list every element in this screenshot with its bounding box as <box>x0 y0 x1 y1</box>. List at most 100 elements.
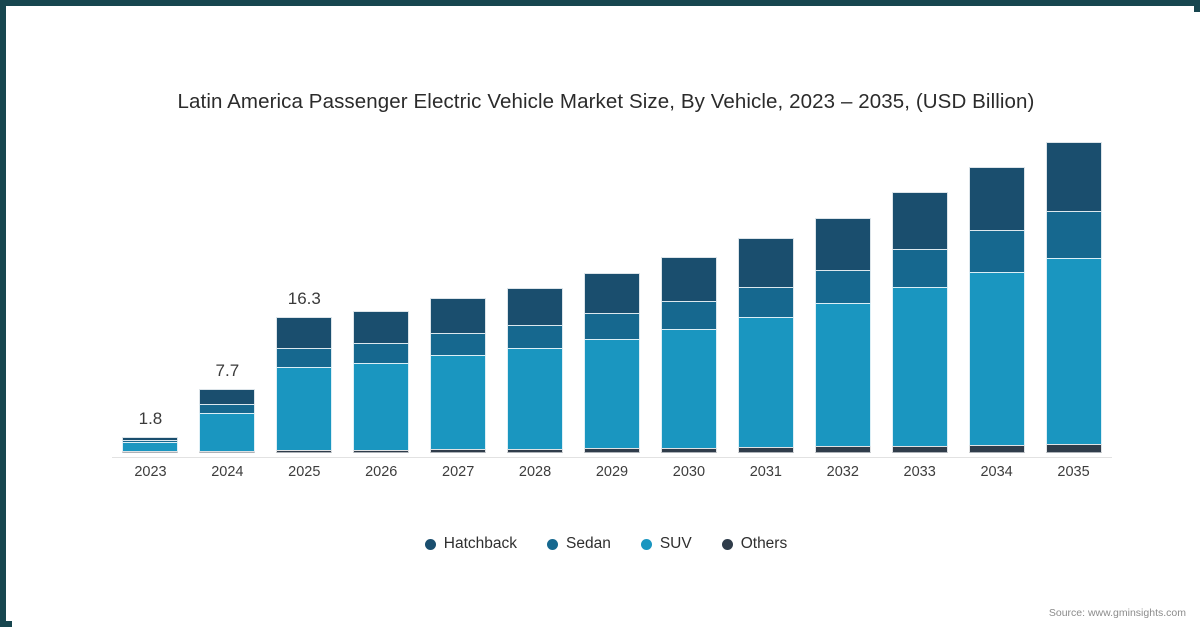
bar-segment-hatchback[interactable] <box>122 436 179 440</box>
bar-segment-suv[interactable] <box>660 329 717 449</box>
x-tick-2028: 2028 <box>518 464 552 480</box>
bar-group[interactable] <box>507 122 564 457</box>
source-attribution: Source: www.gminsights.com <box>1048 607 1186 619</box>
stacked-bar[interactable] <box>276 317 333 453</box>
bar-value-label: 1.8 <box>138 408 163 428</box>
legend-item-hatchback[interactable]: Hatchback <box>424 535 517 553</box>
stacked-bar[interactable] <box>199 388 256 453</box>
bar-segment-hatchback[interactable] <box>199 388 256 405</box>
bar-segment-hatchback[interactable] <box>276 317 333 349</box>
stacked-bar[interactable] <box>122 436 179 453</box>
bar-segment-others[interactable] <box>968 444 1025 453</box>
bar-segment-sedan[interactable] <box>353 343 410 364</box>
stacked-bar[interactable] <box>430 298 487 453</box>
stacked-bar[interactable] <box>507 287 564 453</box>
x-tick-2031: 2031 <box>749 464 782 480</box>
bar-segment-suv[interactable] <box>507 348 564 449</box>
bar-segment-others[interactable] <box>507 448 564 453</box>
bar-segment-suv[interactable] <box>276 367 333 450</box>
bar-segment-sedan[interactable] <box>430 333 487 355</box>
stacked-bar[interactable] <box>814 217 871 453</box>
bar-segment-hatchback[interactable] <box>353 310 410 344</box>
chart-canvas: Latin America Passenger Electric Vehicle… <box>12 12 1200 627</box>
chart-legend: Hatchback Sedan SUV Others <box>12 535 1200 553</box>
bar-segment-suv[interactable] <box>968 271 1025 445</box>
bar-segment-suv[interactable] <box>891 286 948 446</box>
bar-segment-suv[interactable] <box>353 363 410 450</box>
bar-group[interactable] <box>814 122 871 457</box>
legend-item-suv[interactable]: SUV <box>640 535 692 553</box>
stacked-bar[interactable] <box>584 272 640 453</box>
stacked-bar[interactable] <box>968 166 1025 453</box>
stacked-bar[interactable] <box>1045 142 1102 453</box>
x-tick-2026: 2026 <box>365 464 398 480</box>
stacked-bar[interactable] <box>891 191 948 453</box>
x-axis-line <box>112 457 1112 458</box>
bar-segment-hatchback[interactable] <box>430 298 487 334</box>
bar-segment-others[interactable] <box>430 448 487 453</box>
bar-segment-others[interactable] <box>584 448 640 453</box>
legend-swatch-icon <box>640 538 652 550</box>
bar-segment-others[interactable] <box>122 451 179 453</box>
bar-segment-suv[interactable] <box>584 339 640 449</box>
bar-segment-sedan[interactable] <box>968 230 1025 272</box>
bar-segment-suv[interactable] <box>199 412 256 451</box>
bar-segment-hatchback[interactable] <box>737 238 794 287</box>
bar-group[interactable] <box>737 122 794 457</box>
bar-group[interactable]: 7.7 <box>199 122 256 457</box>
x-tick-2035: 2035 <box>1057 464 1090 480</box>
bar-segment-sedan[interactable] <box>199 404 256 413</box>
bar-segment-hatchback[interactable] <box>891 191 948 250</box>
x-tick-2034: 2034 <box>980 464 1013 480</box>
bar-segment-suv[interactable] <box>122 442 179 451</box>
bar-segment-suv[interactable] <box>1045 257 1102 444</box>
bar-segment-others[interactable] <box>660 448 717 453</box>
x-tick-2033: 2033 <box>903 464 936 480</box>
stacked-bar[interactable] <box>353 310 410 453</box>
legend-swatch-icon <box>547 538 558 550</box>
bar-segment-sedan[interactable] <box>584 313 640 340</box>
bar-segment-hatchback[interactable] <box>584 272 640 314</box>
bar-segment-others[interactable] <box>891 445 948 453</box>
x-tick-2027: 2027 <box>442 464 475 480</box>
bar-group[interactable]: 16.3 <box>276 122 333 457</box>
bar-segment-sedan[interactable] <box>276 348 333 368</box>
x-tick-2024: 2024 <box>211 464 244 480</box>
bar-group[interactable] <box>353 122 410 457</box>
bar-group[interactable] <box>584 122 640 457</box>
bar-group[interactable] <box>891 122 948 457</box>
bar-segment-sedan[interactable] <box>122 439 179 443</box>
bar-group[interactable] <box>968 122 1025 457</box>
legend-item-others[interactable]: Others <box>721 535 788 553</box>
bar-segment-hatchback[interactable] <box>1045 142 1102 212</box>
bar-segment-sedan[interactable] <box>1045 211 1102 258</box>
bar-segment-others[interactable] <box>814 446 871 453</box>
bar-segment-others[interactable] <box>1045 443 1102 453</box>
bar-segment-sedan[interactable] <box>660 300 717 330</box>
stacked-bar[interactable] <box>660 256 717 453</box>
bar-segment-others[interactable] <box>737 447 794 453</box>
bar-group[interactable] <box>430 122 487 457</box>
stacked-bar[interactable] <box>737 238 794 453</box>
bar-segment-hatchback[interactable] <box>660 256 717 301</box>
bar-segment-others[interactable] <box>276 449 333 453</box>
legend-label: Sedan <box>566 535 611 552</box>
bar-group[interactable]: 1.8 <box>122 122 179 457</box>
bar-group[interactable] <box>660 122 717 457</box>
bar-segment-others[interactable] <box>199 451 256 453</box>
legend-item-sedan[interactable]: Sedan <box>547 535 611 553</box>
bar-segment-sedan[interactable] <box>737 286 794 318</box>
bar-segment-suv[interactable] <box>814 303 871 447</box>
bar-segment-sedan[interactable] <box>814 270 871 304</box>
plot-area: 1.8 7.7 16.3 <box>112 122 1112 457</box>
bar-segment-sedan[interactable] <box>891 249 948 287</box>
legend-label: Others <box>740 535 788 552</box>
bar-segment-hatchback[interactable] <box>507 287 564 325</box>
bar-segment-hatchback[interactable] <box>968 166 1025 231</box>
bar-segment-sedan[interactable] <box>507 324 564 349</box>
bar-segment-others[interactable] <box>353 449 410 453</box>
bar-segment-suv[interactable] <box>737 317 794 448</box>
bar-group[interactable] <box>1045 122 1102 457</box>
bar-segment-suv[interactable] <box>430 354 487 449</box>
bar-segment-hatchback[interactable] <box>814 217 871 271</box>
